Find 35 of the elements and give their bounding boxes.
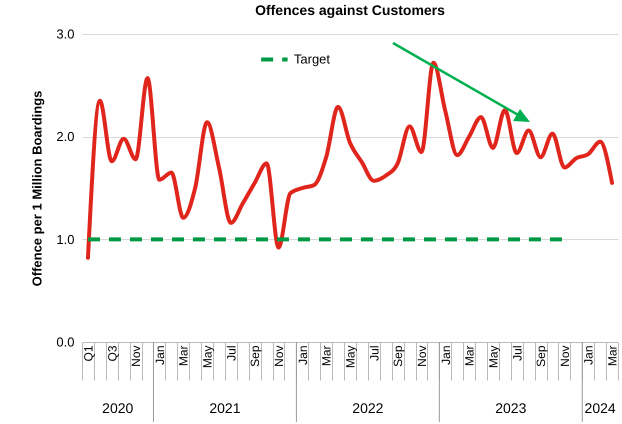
x-tick-label: Nov bbox=[272, 346, 286, 367]
x-tick-label: Nov bbox=[558, 346, 572, 367]
x-tick-label: Sep bbox=[248, 345, 262, 367]
x-tick-label: Q1 bbox=[81, 345, 96, 362]
text: 2024 bbox=[584, 400, 616, 416]
x-tick-label: Jul bbox=[510, 346, 524, 361]
y-tick-label: 0.0 bbox=[56, 334, 74, 350]
text: 2020 bbox=[102, 400, 134, 416]
y-tick-label: 2.0 bbox=[56, 129, 74, 144]
x-tick-label: Jan bbox=[438, 346, 453, 365]
x-tick-label: Jul bbox=[224, 346, 238, 361]
x-tick-label: Nov bbox=[129, 346, 144, 367]
text: 2022 bbox=[352, 400, 384, 416]
x-tick-label: Jan bbox=[582, 346, 596, 365]
y-axis-title: Offence per 1 Million Boardings bbox=[29, 90, 44, 286]
legend-label: Target bbox=[294, 52, 330, 66]
x-tick-label: May bbox=[200, 346, 215, 368]
x-tick-label: Sep bbox=[391, 345, 406, 367]
x-tick-label: May bbox=[486, 346, 500, 368]
x-tick-label: Jan bbox=[152, 346, 167, 365]
x-tick-label: May bbox=[344, 346, 358, 368]
chart-title: Offences against Customers bbox=[255, 2, 446, 18]
x-tick-label: Mar bbox=[462, 346, 477, 366]
y-tick-label: 1.0 bbox=[56, 232, 74, 247]
x-tick-label: Mar bbox=[176, 346, 191, 366]
x-tick-label: Q3 bbox=[105, 345, 120, 362]
x-tick-label: Nov bbox=[414, 346, 429, 367]
x-tick-label: Mar bbox=[320, 346, 334, 366]
x-tick-label: Jul bbox=[367, 346, 382, 361]
x-tick-label: Jan bbox=[296, 346, 310, 365]
y-tick-label: 3.0 bbox=[56, 26, 74, 42]
x-tick-label: Sep bbox=[534, 345, 548, 367]
text: 2023 bbox=[495, 400, 527, 416]
text: 2021 bbox=[209, 400, 241, 416]
x-tick-label: Mar bbox=[606, 346, 620, 366]
